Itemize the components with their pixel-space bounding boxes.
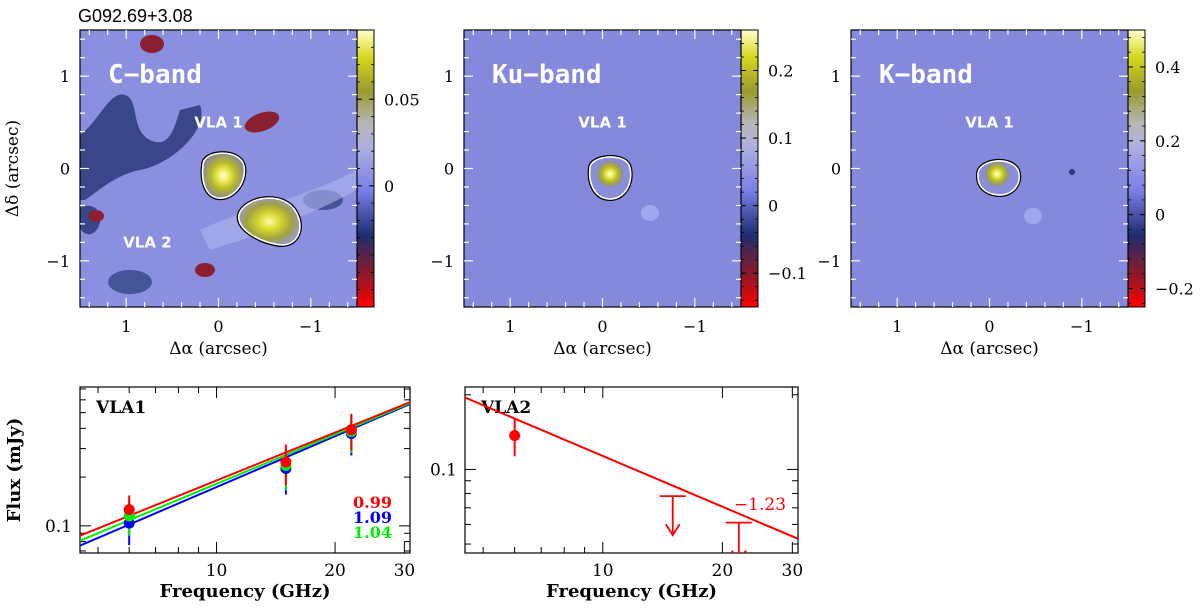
vla1-contour-inner [201,152,246,199]
colorbar-tick-label: 0.1 [768,129,793,148]
faint-noise-blob [641,205,659,221]
k-band-map-panel [851,30,1128,307]
faint-noise-blob [1069,169,1075,175]
x-tick-label: −1 [1070,317,1094,336]
y-axis-label: Flux (mJy) [4,418,25,523]
figure-title: G092.69+3.08 [78,6,193,26]
negative-noise-blob [140,35,164,53]
x-axis-label: Δα (arcsec) [940,339,1039,359]
colorbar-tick-label: 0 [1155,206,1165,225]
x-axis-label: Frequency (GHz) [160,581,331,602]
x-tick-label: 0 [984,317,994,336]
x-tick-label: 1 [892,317,902,336]
x-axis-label: Frequency (GHz) [546,581,717,602]
data-point [123,504,135,516]
y-tick-label: −1 [430,252,454,271]
colorbar-tick-label: 0 [384,177,394,196]
upper-limit-arrow [664,523,681,537]
fit-index-label: 1.09 [353,508,392,527]
spectrum-marks [80,401,410,547]
y-tick-label: 0 [60,160,70,179]
band-label: K−band [879,60,973,90]
c-band-map-panel [80,30,357,307]
source-label: VLA 1 [194,113,242,131]
spectrum-panel-0: 10 20 30 0.1 Frequency (GHz) Flux (mJy) VLA1 0.… [4,386,416,602]
x-axis-label: Δα (arcsec) [169,339,268,359]
negative-noise-blob [195,263,215,277]
colorbar-tick-label: 0.05 [384,90,420,109]
x-tick-label: 0 [597,317,607,336]
data-point [509,430,521,442]
colorbar [740,29,759,308]
colorbar-tick-label: 0.4 [1155,58,1180,77]
colorbar-tick-label: −0.1 [768,264,807,283]
data-point [280,456,292,468]
vla2-contour-inner [237,197,301,246]
y-tick-label: 0 [831,160,841,179]
y-tick-label: 1 [831,67,841,86]
fit-line [465,396,798,540]
colorbar-tick-label: −0.2 [1155,280,1194,299]
y-tick-label: 1 [60,67,70,86]
vla1-peak [985,162,1009,186]
panel-label: VLA2 [480,398,531,418]
fit-index-label: 1.04 [353,523,392,542]
spectrum-frame [464,386,799,554]
fit-line [80,401,410,537]
colorbar [1127,29,1146,308]
x-tick-label: 0 [213,317,223,336]
y-tick-label: 0.1 [45,517,72,537]
fit-index-label: 0.99 [353,493,392,512]
faint-noise-blob [1024,208,1042,224]
fit-index-label: −1.23 [734,495,786,515]
x-tick-label: 1 [121,317,131,336]
y-tick-label: 0.1 [430,460,457,480]
map-noise-features [80,35,357,294]
dark-noise-contour [80,94,202,200]
vla1-peak [597,161,623,187]
y-tick-label: 0 [444,160,454,179]
spectrum-marks [465,396,798,553]
chart-marks-layer: 00.051 0 −110−1Δα (arcsec)Δδ (arcsec)C−ban… [3,29,1194,602]
x-axis-label: Δα (arcsec) [553,339,652,359]
x-tick-label: 10 [592,561,614,581]
data-point [345,424,357,436]
negative-noise-blob [244,111,280,133]
spectrum-panel-1: 10 20 30 0.1 Frequency (GHz) VLA2 −1.23 [430,386,804,602]
x-tick-label: −1 [299,317,323,336]
x-tick-label: 1 [505,317,515,336]
band-label: C−band [108,60,202,90]
colorbar-tick-label: 0.2 [1155,132,1180,151]
y-tick-label: −1 [46,252,70,271]
map-axes-2: −0.2 0 0.2 0.4 1 0 −1 1 0 −1 Δα (arcsec) K−band VLA … [817,29,1194,359]
y-axis-label: Δδ (arcsec) [3,120,23,217]
x-tick-label: −1 [683,317,707,336]
map-axes-0: 0 0.05 1 0 −1 1 0 −1 Δα (arcsec) Δδ (arcsec) C−ban… [3,29,420,359]
y-tick-label: −1 [817,252,841,271]
x-tick-label: 30 [394,561,416,581]
colorbar-tick-label: 0 [768,197,778,216]
x-tick-label: 10 [206,561,228,581]
negative-noise-blob [88,210,104,222]
dark-noise-contour [108,270,152,294]
band-label: Ku−band [492,60,602,90]
ku-band-map-panel [464,30,741,307]
x-tick-label: 30 [782,561,804,581]
source-label: VLA 2 [123,233,171,251]
colorbar-tick-label: 0.2 [768,62,793,81]
x-tick-label: 20 [324,561,346,581]
panel-label: VLA1 [95,398,146,418]
y-tick-label: 1 [444,67,454,86]
map-axes-1: −0.1 0 0.1 0.2 1 0 −1 1 0 −1 Δα (arcsec) Ku−band VLA… [430,29,807,359]
source-label: VLA 1 [965,113,1013,131]
source-label: VLA 1 [578,113,626,131]
x-tick-label: 20 [712,561,734,581]
